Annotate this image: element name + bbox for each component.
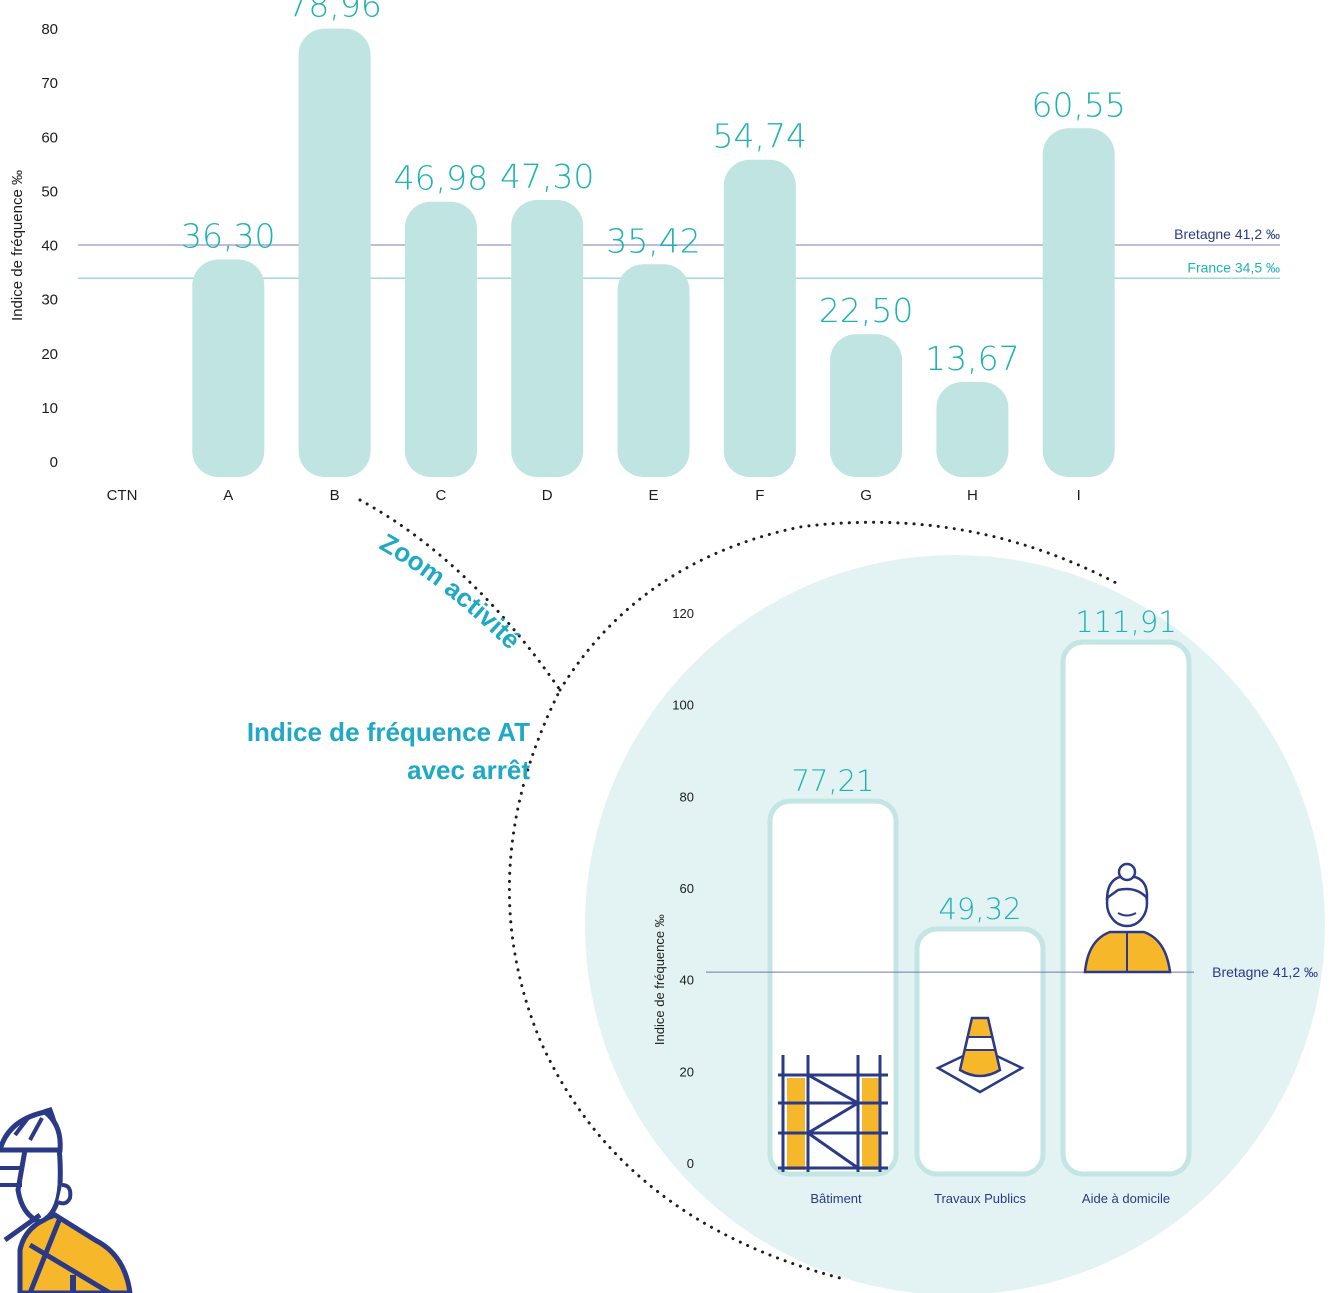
zoom-bar-chart: 0 20 40 60 80 100 120 Indice de fréquence ‰ 77,2… (652, 605, 1318, 1206)
value-label-d: 47,30 (500, 157, 594, 196)
zoom-arc-top (558, 520, 1122, 692)
scaffold-brace (807, 1073, 861, 1170)
zoom-y-tick-label: 120 (672, 606, 694, 621)
zoom-y-tick-label: 0 (687, 1156, 694, 1171)
bar-g (830, 334, 903, 477)
zoom-y-axis-label: Indice de fréquence ‰ (652, 914, 667, 1045)
construction-worker-icon (0, 1107, 133, 1293)
y-tick-label: 0 (50, 454, 58, 471)
value-label-b: 78,96 (287, 0, 381, 25)
zoom-value-label-aide-a-domicile: 111,91 (1075, 605, 1176, 639)
scaffolding-icon (778, 1055, 888, 1172)
x-tick-label-h: H (967, 487, 978, 504)
x-tick-label-f: F (755, 487, 764, 504)
scaffold-board (787, 1078, 805, 1170)
y-tick-label: 60 (41, 129, 58, 146)
y-tick-label: 80 (41, 21, 58, 38)
bar-i (1042, 128, 1115, 477)
zoom-x-tick-label-batiment: Bâtiment (810, 1191, 862, 1206)
title-line-2: avec arrêt (407, 755, 530, 785)
title-line-1: Indice de fréquence AT (246, 717, 530, 747)
zoom-y-tick-label: 40 (680, 973, 694, 988)
value-label-i: 60,55 (1031, 85, 1125, 124)
value-label-h: 13,67 (925, 339, 1019, 378)
reference-label-bretagne-41-2: Bretagne 41,2 ‰ (1174, 226, 1280, 242)
value-label-g: 22,50 (819, 291, 913, 330)
x-tick-label-e: E (648, 487, 658, 504)
x-tick-label-b: B (330, 487, 340, 504)
x-tick-label-i: I (1077, 487, 1081, 504)
y-tick-label: 10 (41, 400, 58, 417)
bar-a (192, 259, 265, 477)
worker-hair (1105, 874, 1149, 902)
y-tick-label: 40 (41, 238, 58, 255)
home-care-worker-icon (1083, 862, 1172, 974)
x-tick-label-g: G (860, 487, 872, 504)
worker-smile (1117, 912, 1137, 917)
x-tick-label-ctn: CTN (107, 487, 138, 504)
y-axis-label: Indice de fréquence ‰ (9, 170, 26, 321)
y-tick-label: 30 (41, 292, 58, 309)
value-label-a: 36,30 (181, 217, 275, 256)
y-tick-label: 70 (41, 75, 58, 92)
zoom-value-label-batiment: 77,21 (791, 764, 874, 798)
zoom-x-tick-label-aide-a-domicile: Aide à domicile (1082, 1191, 1170, 1206)
scaffold-board (862, 1078, 880, 1170)
x-tick-label-c: C (435, 487, 446, 504)
bar-c (404, 201, 477, 477)
bar-b (298, 28, 371, 478)
bar-f (723, 159, 796, 477)
chart-title: Indice de fréquence AT avec arrêt (247, 713, 530, 789)
zoom-value-label-travaux-publics: 49,32 (938, 892, 1021, 926)
zoom-label-text: Zoom activité (375, 527, 527, 655)
zoom-label: Zoom activité (375, 527, 527, 655)
zoom-x-tick-label-travaux-publics: Travaux Publics (934, 1191, 1026, 1206)
zoom-y-tick-label: 60 (680, 881, 694, 896)
value-label-c: 46,98 (394, 159, 488, 198)
value-label-f: 54,74 (713, 117, 807, 156)
y-tick-label: 50 (41, 183, 58, 200)
y-tick-label: 20 (41, 346, 58, 363)
cone-stripe (963, 1036, 997, 1051)
main-bar-chart: 0 10 20 30 40 50 60 70 80 Indice de fréquence ‰ Br… (9, 0, 1280, 504)
zoom-y-tick-label: 100 (672, 698, 694, 713)
value-label-e: 35,42 (606, 221, 700, 260)
x-tick-label-d: D (542, 487, 553, 504)
zoom-y-tick-label: 80 (680, 789, 694, 804)
zoom-y-tick-label: 20 (680, 1064, 694, 1079)
x-tick-label-a: A (223, 487, 233, 504)
bar-e (617, 264, 690, 477)
worker-bun (1117, 862, 1137, 882)
reference-label-france-34-5: France 34,5 ‰ (1187, 259, 1280, 275)
bar-d (511, 199, 584, 477)
bar-h (936, 382, 1009, 477)
traffic-cone-icon (935, 1016, 1025, 1094)
zoom-reference-label: Bretagne 41,2 ‰ (1212, 964, 1318, 980)
